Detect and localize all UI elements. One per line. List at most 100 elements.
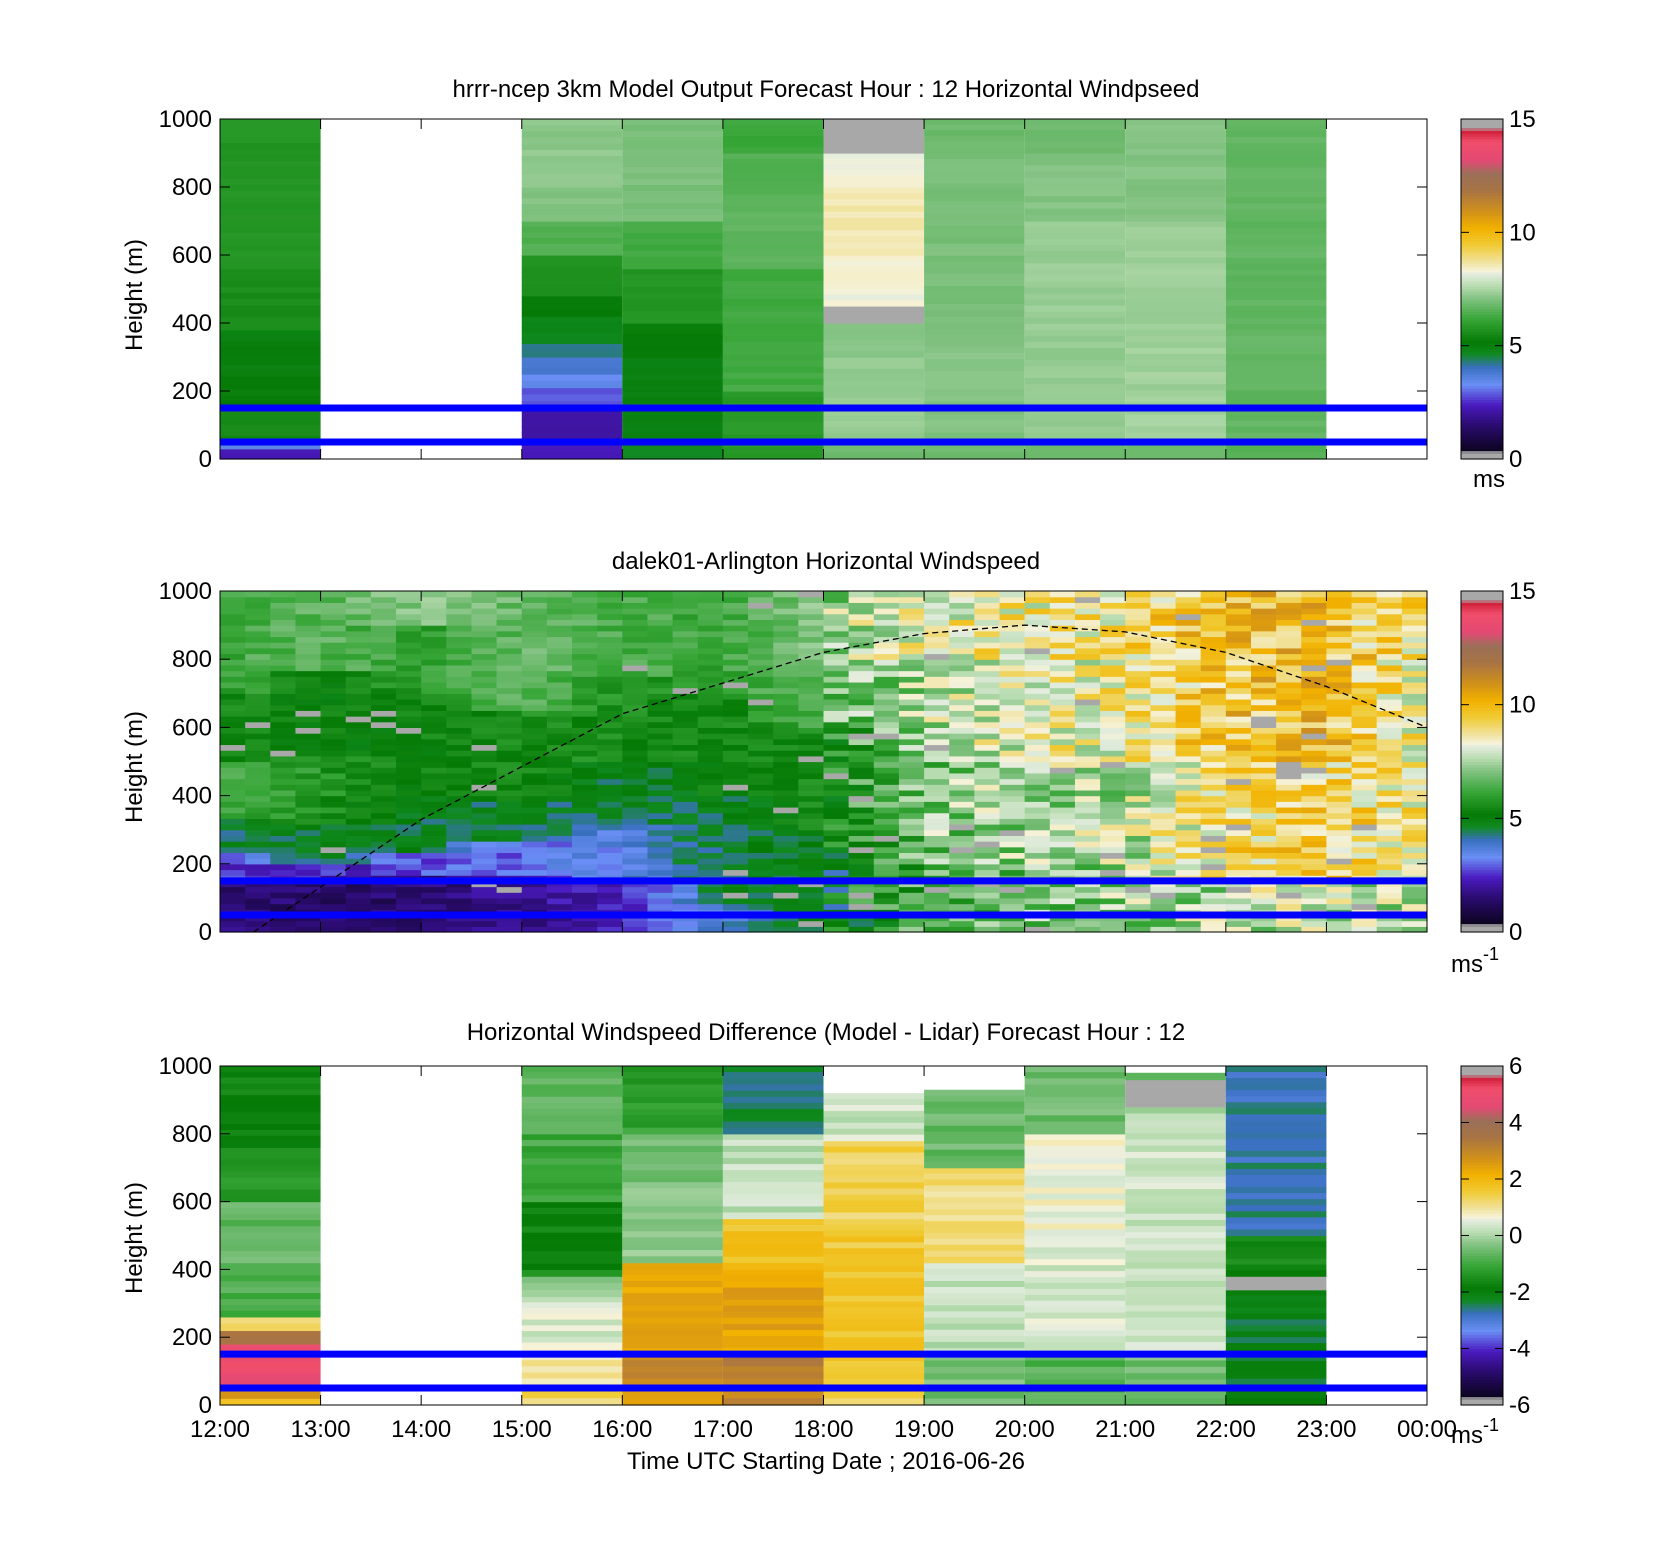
heatmap-cell [220,1159,321,1167]
heatmap-cell [722,421,824,429]
heatmap-cell [1049,761,1076,768]
heatmap-cell [697,818,724,825]
colorbar-segment [1461,243,1503,248]
heatmap-cell [1225,716,1252,723]
heatmap-cell [1125,396,1226,403]
heatmap-cell [1225,1162,1327,1170]
heatmap-cell [396,863,422,871]
heatmap-cell [622,1194,723,1201]
heatmap-cell [1351,693,1378,700]
heatmap-cell [823,1224,925,1232]
heatmap-cell [521,676,548,683]
heatmap-cell [1049,772,1076,780]
heatmap-cell [722,384,824,392]
heatmap-cell [1376,681,1403,689]
heatmap-cell [396,716,422,723]
heatmap-cell [1225,269,1327,277]
heatmap-cell [722,704,749,711]
heatmap-cell [722,835,749,842]
heatmap-cell [1250,897,1277,905]
heatmap-cell [245,738,271,746]
heatmap-cell [220,154,321,162]
heatmap-cell [1200,591,1227,598]
heatmap-cell [798,596,825,603]
heatmap-cell [245,812,271,819]
heatmap-cell [421,818,447,825]
heatmap-cell [672,812,699,819]
heatmap-cell [1024,596,1051,603]
heatmap-cell [1351,829,1378,836]
heatmap-cell [421,653,447,660]
colorbar-segment [1461,402,1503,406]
heatmap-cell [848,892,875,899]
heatmap-cell [496,738,523,746]
heatmap-cell [220,142,321,150]
heatmap-cell [295,852,322,859]
heatmap-cell [1074,744,1101,751]
heatmap-cell [622,738,649,746]
heatmap-cell [521,1195,623,1203]
heatmap-cell [270,784,297,791]
heatmap-cell [1024,221,1126,228]
heatmap-cell [1100,710,1126,717]
heatmap-cell [924,219,1025,227]
heatmap-cell [924,261,1025,269]
colorbar-segment [1461,436,1503,440]
heatmap-cell [748,738,774,746]
heatmap-cell [1074,681,1101,689]
heatmap-cell [370,784,397,791]
heatmap-cell [748,727,774,734]
heatmap-cell [370,716,397,723]
heatmap-cell [521,137,623,145]
heatmap-cell [597,761,623,768]
heatmap-cell [345,772,372,780]
heatmap-cell [521,249,623,256]
heatmap-cell [773,824,799,831]
heatmap-cell [220,238,321,246]
colorbar-segment [1461,1139,1503,1143]
heatmap-cell [1351,801,1378,808]
heatmap-cell [521,733,548,740]
heatmap-cell [1250,841,1277,848]
heatmap-cell [1125,390,1226,397]
heatmap-cell [949,789,975,797]
heatmap-cell [421,886,447,893]
heatmap-cell [848,727,875,734]
heatmap-cell [1351,778,1378,785]
heatmap-cell [1100,591,1126,598]
heatmap-cell [1376,710,1403,717]
heatmap-cell [370,852,397,859]
heatmap-cell [773,829,799,836]
heatmap-cell [949,863,975,871]
heatmap-cell [823,727,850,734]
heatmap-cell [446,761,473,768]
heatmap-cell [572,789,598,797]
heatmap-cell [1175,818,1202,825]
heatmap-cell [798,676,825,683]
heatmap-cell [1376,863,1403,871]
heatmap-cell [823,863,850,871]
heatmap-cell [220,772,246,780]
heatmap-cell [220,801,246,808]
heatmap-cell [647,863,674,871]
colorbar-segment [1461,886,1503,890]
panel-model: hrrr-ncep 3km Model Output Forecast Hour… [121,76,1536,493]
heatmap-cell [924,1238,1025,1246]
heatmap-cell [1225,281,1327,289]
heatmap-cell [672,784,699,791]
heatmap-cell [370,664,397,672]
heatmap-cell [823,1230,925,1237]
heatmap-cell [748,789,774,797]
heatmap-cell [1351,625,1378,632]
heatmap-cell [245,903,271,910]
heatmap-cell [295,846,322,854]
heatmap-cell [1024,136,1126,143]
heatmap-cell [873,755,900,763]
heatmap-cell [521,1220,623,1228]
heatmap-cell [898,755,925,763]
heatmap-cell [295,693,322,700]
heatmap-cell [471,772,498,780]
heatmap-cell [748,721,774,728]
heatmap-cell [597,869,623,876]
heatmap-cell [1200,647,1227,655]
